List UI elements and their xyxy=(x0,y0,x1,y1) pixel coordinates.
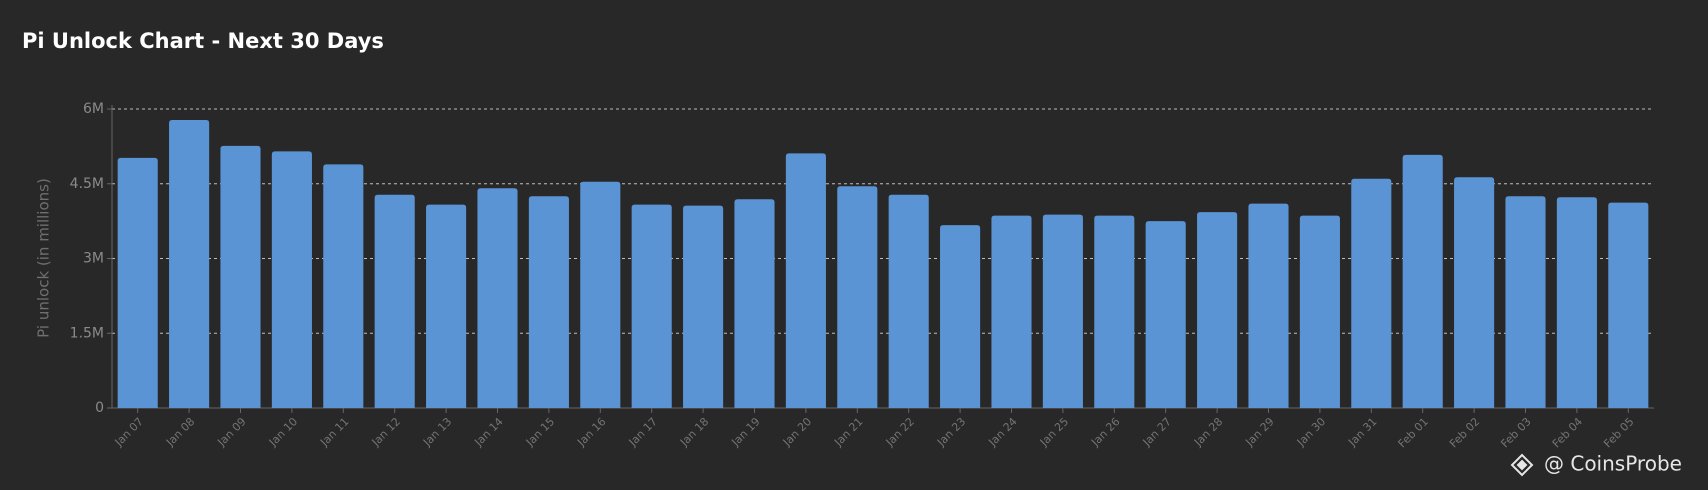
bar xyxy=(991,215,1032,408)
x-tick-label: Jan 16 xyxy=(574,415,608,449)
x-tick-label: Jan 19 xyxy=(728,415,762,449)
icon-diamond xyxy=(1510,453,1534,477)
x-tick-label: Jan 18 xyxy=(677,415,711,449)
chart-title: Pi Unlock Chart - Next 30 Days xyxy=(22,29,384,53)
bar xyxy=(785,153,826,408)
bar xyxy=(1145,221,1186,408)
x-tick-label: Jan 12 xyxy=(369,415,403,449)
x-tick-label: Jan 13 xyxy=(420,415,454,449)
x-tick-label: Jan 10 xyxy=(266,415,300,449)
x-tick-label: Jan 07 xyxy=(112,415,146,449)
x-tick-label: Jan 24 xyxy=(985,415,1019,449)
x-tick-label: Jan 30 xyxy=(1294,415,1328,449)
x-tick-label: Jan 25 xyxy=(1037,415,1071,449)
x-tick-label: Jan 14 xyxy=(471,415,505,449)
bar xyxy=(528,196,569,408)
x-tick-label: Jan 28 xyxy=(1191,415,1225,449)
bar xyxy=(1197,212,1238,408)
bar xyxy=(1299,215,1340,408)
x-tick-label: Feb 04 xyxy=(1550,415,1585,450)
y-tick-label: 4.5M xyxy=(70,176,104,192)
bar xyxy=(940,225,981,408)
x-tick-label: Jan 26 xyxy=(1088,415,1122,449)
bar xyxy=(1608,202,1649,408)
y-tick-label: 3M xyxy=(83,251,104,267)
x-tick-label: Jan 08 xyxy=(163,415,197,449)
x-tick-label: Jan 23 xyxy=(934,415,968,449)
y-axis-label: Pi unlock (in millions) xyxy=(35,178,53,338)
bar xyxy=(888,194,929,408)
x-tick-label: Feb 05 xyxy=(1601,415,1636,450)
bar xyxy=(1042,214,1083,408)
watermark: @ CoinsProbe xyxy=(1544,452,1682,476)
x-tick-label: Jan 31 xyxy=(1345,415,1379,449)
bar xyxy=(734,199,775,408)
x-tick-label: Jan 17 xyxy=(626,415,660,449)
x-tick-label: Feb 03 xyxy=(1498,415,1533,450)
bar xyxy=(1402,154,1443,408)
y-tick-label: 6M xyxy=(83,101,104,117)
x-tick-label: Jan 11 xyxy=(317,415,351,449)
bar xyxy=(117,157,158,408)
x-tick-label: Jan 09 xyxy=(214,415,248,449)
x-tick-label: Jan 29 xyxy=(1242,415,1276,449)
x-tick-label: Feb 02 xyxy=(1447,415,1482,450)
bar xyxy=(169,119,210,409)
bar xyxy=(1351,178,1392,408)
bar xyxy=(1556,197,1597,408)
bar xyxy=(1248,203,1289,408)
bar xyxy=(1505,196,1546,408)
icon-core xyxy=(1516,459,1528,471)
bar xyxy=(837,186,878,408)
bar xyxy=(323,164,364,408)
bar xyxy=(1094,215,1135,408)
bar xyxy=(220,145,261,409)
bar xyxy=(477,188,518,408)
x-tick-label: Jan 21 xyxy=(831,415,865,449)
x-tick-label: Jan 22 xyxy=(883,415,917,449)
x-tick-label: Jan 27 xyxy=(1140,415,1174,449)
x-tick-label: Jan 20 xyxy=(780,415,814,449)
watermark-icon xyxy=(1510,453,1534,477)
bar xyxy=(1454,177,1495,408)
y-tick-label: 0 xyxy=(95,400,104,416)
bar xyxy=(580,181,621,408)
bar xyxy=(426,204,467,408)
y-tick-label: 1.5M xyxy=(70,325,104,341)
bar xyxy=(631,204,672,408)
x-tick-label: Jan 15 xyxy=(523,415,557,449)
bar xyxy=(683,205,724,408)
bar xyxy=(374,194,415,408)
bar xyxy=(271,151,312,408)
x-tick-label: Feb 01 xyxy=(1396,415,1431,450)
